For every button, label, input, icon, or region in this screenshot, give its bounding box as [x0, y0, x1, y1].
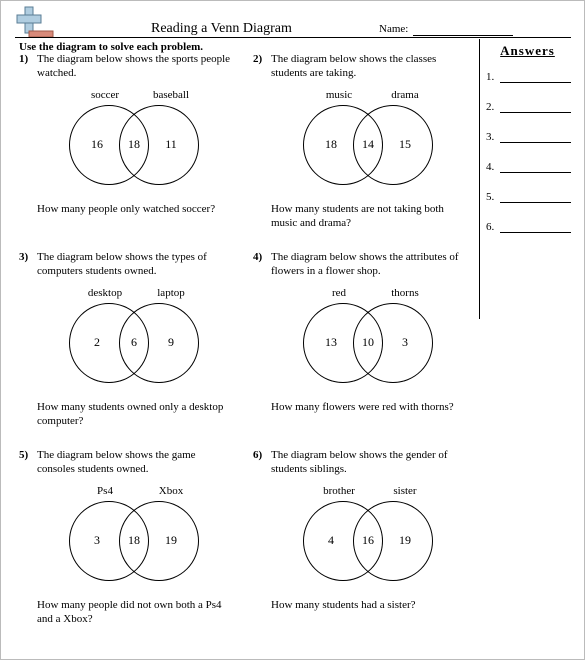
venn-mid-value: 18 [121, 137, 147, 152]
answer-number: 5. [486, 191, 500, 203]
name-label: Name: [379, 23, 408, 35]
answer-blank[interactable] [500, 222, 571, 233]
answer-number: 4. [486, 161, 500, 173]
venn-right-value: 9 [157, 335, 185, 350]
problem: 3) The diagram below shows the types of c… [19, 251, 241, 449]
venn-diagram: desktop laptop 269 [55, 287, 215, 397]
answer-row: 1. [486, 71, 575, 83]
answers-column: Answers 1. 2. 3. 4. 5. 6. [479, 39, 575, 319]
venn-left-label: desktop [77, 287, 133, 299]
venn-right-label: drama [377, 89, 433, 101]
header-divider [15, 37, 571, 38]
problem-number: 6) [253, 449, 262, 461]
problem-intro: The diagram below shows the types of com… [37, 251, 233, 279]
venn-diagram: brother sister 4 16 19 [289, 485, 449, 595]
name-input-line[interactable] [413, 35, 513, 36]
venn-mid-value: 6 [121, 335, 147, 350]
venn-left-label: Ps4 [77, 485, 133, 497]
answer-number: 6. [486, 221, 500, 233]
venn-left-label: soccer [77, 89, 133, 101]
problem-intro: The diagram below shows the classes stud… [271, 53, 467, 81]
problem-question: How many students had a sister? [271, 599, 467, 613]
problem: 5) The diagram below shows the game conso… [19, 449, 241, 647]
answer-blank[interactable] [500, 132, 571, 143]
problem-question: How many students are not taking both mu… [271, 203, 467, 231]
problem-number: 2) [253, 53, 262, 65]
answer-row: 5. [486, 191, 575, 203]
answer-row: 3. [486, 131, 575, 143]
answer-row: 2. [486, 101, 575, 113]
answer-blank[interactable] [500, 72, 571, 83]
problem-intro: The diagram below shows the attributes o… [271, 251, 467, 279]
problem-intro: The diagram below shows the gender of st… [271, 449, 467, 477]
venn-left-value: 16 [83, 137, 111, 152]
answer-blank[interactable] [500, 192, 571, 203]
venn-right-value: 3 [391, 335, 419, 350]
problem-number: 1) [19, 53, 28, 65]
problem-number: 4) [253, 251, 262, 263]
venn-diagram: red thorns 13 10 3 [289, 287, 449, 397]
venn-diagram: Ps4 Xbox 3 18 19 [55, 485, 215, 595]
answer-blank[interactable] [500, 162, 571, 173]
problem-intro: The diagram below shows the game console… [37, 449, 233, 477]
venn-diagram: soccer baseball 16 18 11 [55, 89, 215, 199]
venn-mid-value: 10 [355, 335, 381, 350]
answer-blank[interactable] [500, 102, 571, 113]
worksheet-title: Reading a Venn Diagram [151, 21, 292, 37]
problem-question: How many people did not own both a Ps4 a… [37, 599, 233, 627]
answer-row: 4. [486, 161, 575, 173]
problem-intro: The diagram below shows the sports peopl… [37, 53, 233, 81]
problem-number: 5) [19, 449, 28, 461]
venn-left-value: 13 [317, 335, 345, 350]
problem-question: How many people only watched soccer? [37, 203, 233, 217]
venn-left-label: red [311, 287, 367, 299]
answer-number: 1. [486, 71, 500, 83]
venn-mid-value: 16 [355, 533, 381, 548]
venn-right-value: 19 [157, 533, 185, 548]
venn-right-label: Xbox [143, 485, 199, 497]
problems-grid: 1) The diagram below shows the sports peo… [19, 53, 475, 647]
problem: 4) The diagram below shows the attributes… [253, 251, 475, 449]
venn-left-value: 3 [83, 533, 111, 548]
venn-left-label: brother [311, 485, 367, 497]
problem: 2) The diagram below shows the classes st… [253, 53, 475, 251]
venn-right-value: 11 [157, 137, 185, 152]
venn-left-label: music [311, 89, 367, 101]
venn-right-label: sister [377, 485, 433, 497]
venn-mid-value: 18 [121, 533, 147, 548]
answer-number: 2. [486, 101, 500, 113]
venn-right-label: laptop [143, 287, 199, 299]
venn-left-value: 4 [317, 533, 345, 548]
instructions: Use the diagram to solve each problem. [19, 41, 203, 53]
venn-right-label: thorns [377, 287, 433, 299]
answer-number: 3. [486, 131, 500, 143]
problem-number: 3) [19, 251, 28, 263]
venn-left-value: 2 [83, 335, 111, 350]
venn-diagram: music drama 18 14 15 [289, 89, 449, 199]
venn-left-value: 18 [317, 137, 345, 152]
problem: 6) The diagram below shows the gender of … [253, 449, 475, 647]
venn-right-value: 19 [391, 533, 419, 548]
answer-row: 6. [486, 221, 575, 233]
venn-right-value: 15 [391, 137, 419, 152]
venn-mid-value: 14 [355, 137, 381, 152]
problem: 1) The diagram below shows the sports peo… [19, 53, 241, 251]
venn-right-label: baseball [143, 89, 199, 101]
problem-question: How many flowers were red with thorns? [271, 401, 467, 415]
answers-heading: Answers [480, 43, 575, 59]
problem-question: How many students owned only a desktop c… [37, 401, 233, 429]
